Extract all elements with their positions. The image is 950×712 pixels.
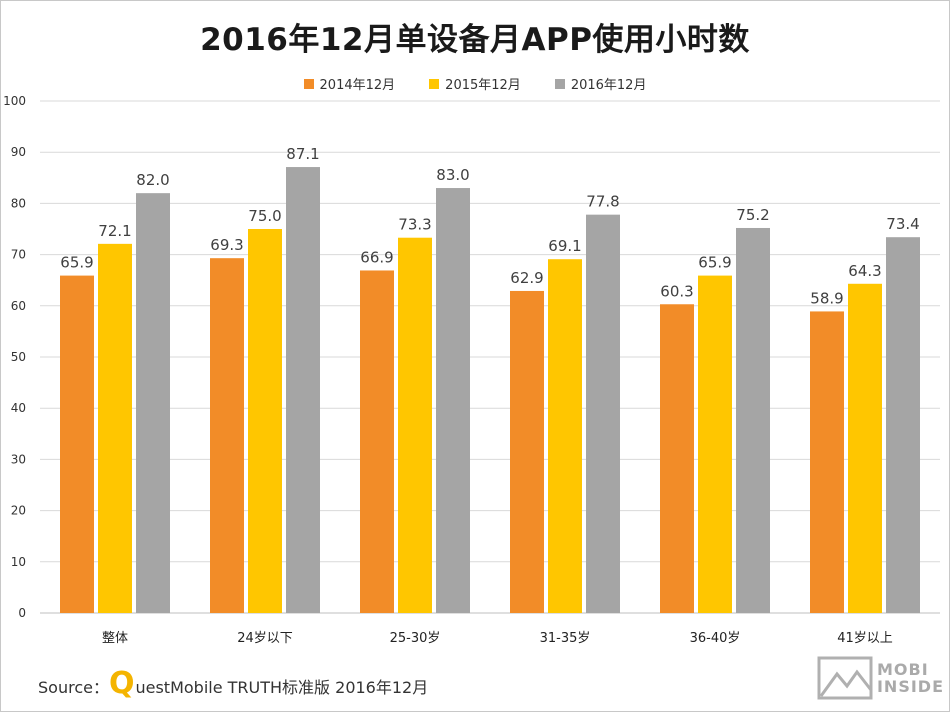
data-label: 77.8	[586, 193, 619, 211]
legend-swatch-2016	[554, 78, 565, 89]
data-label: 60.3	[660, 282, 693, 300]
logo-mark-icon	[817, 656, 873, 700]
bar	[286, 167, 320, 613]
data-label: 75.2	[736, 206, 769, 224]
legend-item-2016: 2016年12月	[554, 74, 647, 93]
source-text: uestMobile TRUTH标准版 2016年12月	[135, 678, 429, 697]
bar	[510, 290, 544, 613]
data-label: 58.9	[810, 289, 843, 307]
x-tick-label: 41岁以上	[837, 631, 893, 646]
legend-swatch-2014	[303, 78, 314, 89]
bar	[698, 275, 732, 613]
bar	[736, 227, 770, 613]
y-tick-label: 40	[11, 401, 26, 415]
data-label: 69.3	[210, 236, 243, 254]
x-tick-labels: 整体 24岁以下 25-30岁 31-35岁 36-40岁 41岁以上	[102, 631, 893, 646]
data-label: 65.9	[698, 254, 731, 272]
y-tick-label: 30	[11, 452, 26, 466]
data-labels: 65.9 72.1 82.0 69.3 75.0 87.1 66.9 73.3 83.0 62.9…	[60, 145, 919, 307]
data-label: 87.1	[286, 145, 319, 163]
bar	[586, 214, 620, 613]
y-tick-label: 90	[11, 145, 26, 159]
bars	[60, 167, 920, 614]
bar	[436, 188, 470, 614]
y-tick-label: 60	[11, 299, 26, 313]
data-label: 75.0	[248, 207, 281, 225]
bar	[810, 311, 844, 613]
legend-item-2015: 2015年12月	[429, 74, 521, 93]
legend-label-2014: 2014年12月	[319, 78, 396, 93]
legend-label-2015: 2015年12月	[445, 78, 521, 93]
x-tick-label: 整体	[102, 631, 128, 646]
y-tick-label: 10	[11, 555, 26, 569]
y-tick-label: 50	[11, 350, 26, 364]
x-tick-label: 25-30岁	[390, 631, 441, 646]
bar	[210, 258, 244, 613]
x-tick-label: 36-40岁	[690, 631, 741, 646]
y-tick-label: 100	[3, 94, 26, 108]
bar	[98, 243, 132, 613]
data-label: 66.9	[360, 248, 393, 266]
data-label: 73.4	[886, 215, 919, 233]
bar	[660, 304, 694, 613]
chart-title: 2016年12月单设备月APP使用小时数	[200, 22, 750, 58]
bar	[248, 229, 282, 613]
x-tick-label: 24岁以下	[237, 631, 293, 646]
bar	[398, 237, 432, 614]
legend-label-2016: 2016年12月	[570, 78, 647, 93]
legend: 2014年12月 2015年12月 2016年12月	[0, 74, 950, 93]
y-tick-label: 70	[11, 248, 26, 262]
logo-text: MOBI INSIDE	[877, 661, 944, 695]
data-label: 82.0	[136, 171, 169, 189]
data-label: 73.3	[398, 216, 431, 234]
x-tick-label: 31-35岁	[540, 631, 591, 646]
y-tick-label: 20	[11, 504, 26, 518]
gridlines	[40, 100, 940, 614]
y-tick-label: 0	[18, 606, 26, 620]
logo-text-line1: MOBI	[876, 660, 929, 679]
data-label: 62.9	[510, 269, 543, 287]
data-label: 69.1	[548, 237, 581, 255]
data-label: 64.3	[848, 262, 881, 280]
legend-swatch-2015	[429, 78, 440, 89]
bar	[848, 283, 882, 613]
logo-text-line2: INSIDE	[876, 677, 944, 696]
bar	[60, 275, 94, 613]
data-label: 83.0	[436, 166, 469, 184]
data-label: 65.9	[60, 254, 93, 272]
legend-item-2014: 2014年12月	[303, 74, 396, 93]
source-note: Source： Q uestMobile TRUTH标准版 2016年12月	[38, 666, 429, 701]
data-label: 72.1	[98, 222, 131, 240]
y-tick-label: 80	[11, 196, 26, 210]
bar	[360, 270, 394, 613]
bar	[136, 193, 170, 613]
bar	[548, 259, 582, 613]
bar	[886, 237, 920, 613]
source-prefix: Source：	[38, 678, 109, 697]
y-tick-labels: 0 10 20 30 40 50 60 70 80 90 100	[3, 94, 26, 620]
mobi-inside-logo: MOBI INSIDE	[817, 656, 944, 700]
